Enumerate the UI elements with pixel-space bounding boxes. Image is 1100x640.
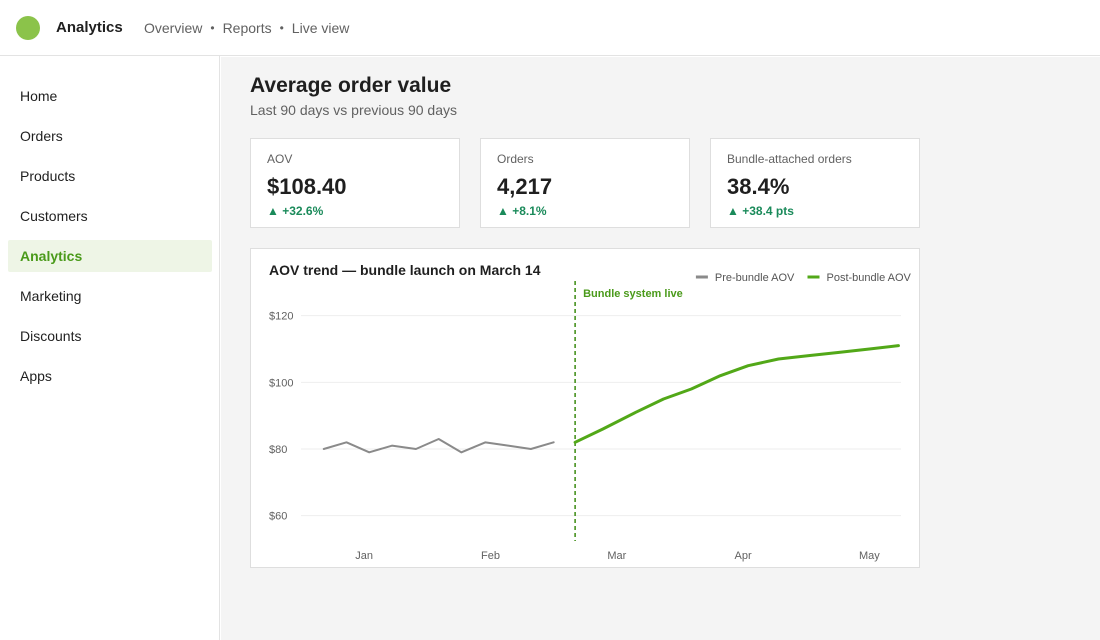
app-title: Analytics [56,19,123,36]
topnav-separator: • [210,21,215,35]
kpi-card-orders: Orders 4,217 ▲ +8.1% [480,138,690,228]
kpi-value: 38.4% [727,174,790,199]
y-tick-label: $120 [269,311,293,323]
topnav-separator: • [279,21,284,35]
kpi-delta: ▲ +38.4 pts [727,204,794,218]
topnav-overview[interactable]: Overview [144,20,203,36]
sidebar: Home Orders Products Customers Analytics… [0,56,220,640]
x-tick-label: Feb [481,550,500,562]
app-logo [16,16,40,40]
x-tick-label: Mar [607,550,626,562]
annotation-label: Bundle system live [583,288,683,300]
kpi-value: 4,217 [497,174,553,199]
kpi-card-aov: AOV $108.40 ▲ +32.6% [250,138,460,228]
x-tick-label: May [859,550,880,562]
sidebar-item-home[interactable]: Home [20,88,58,104]
sidebar-item-customers[interactable]: Customers [20,208,88,224]
sidebar-item-products[interactable]: Products [20,168,76,184]
chart-title: AOV trend — bundle launch on March 14 [269,262,541,278]
legend-label: Pre-bundle AOV [715,272,795,284]
chart-canvas: AOV trend — bundle launch on March 14 $60… [269,262,912,562]
legend-label: Post-bundle AOV [827,272,912,284]
kpi-label: Bundle-attached orders [727,152,852,166]
page-subtitle: Last 90 days vs previous 90 days [250,102,458,118]
x-tick-label: Apr [735,550,752,562]
main-content: Average order value Last 90 days vs prev… [221,57,1100,640]
post-bundle-series-line [573,344,900,444]
topnav-reports[interactable]: Reports [222,20,272,36]
y-tick-label: $60 [269,511,287,523]
y-tick-label: $100 [269,377,293,389]
sidebar-item-orders[interactable]: Orders [20,128,63,144]
kpi-label: AOV [267,152,293,166]
sidebar-item-analytics[interactable]: Analytics [8,240,212,272]
kpi-label: Orders [497,152,534,166]
kpi-delta: ▲ +32.6% [267,204,324,218]
pre-bundle-series-line [322,438,555,454]
kpi-card-bundle-orders: Bundle-attached orders 38.4% ▲ +38.4 pts [710,138,920,228]
y-tick-label: $80 [269,444,287,456]
top-nav: Overview • Reports • Live view [144,20,349,36]
page-title: Average order value [250,74,452,97]
kpi-delta: ▲ +8.1% [497,204,547,218]
x-tick-label: Jan [355,550,373,562]
topnav-live-view[interactable]: Live view [291,20,350,36]
sidebar-item-apps[interactable]: Apps [20,368,52,384]
top-bar: Analytics Overview • Reports • Live view [0,0,1100,56]
sidebar-item-discounts[interactable]: Discounts [20,328,82,344]
sidebar-item-marketing[interactable]: Marketing [20,288,82,304]
kpi-value: $108.40 [267,174,347,199]
aov-trend-chart: AOV trend — bundle launch on March 14 $60… [250,248,920,568]
